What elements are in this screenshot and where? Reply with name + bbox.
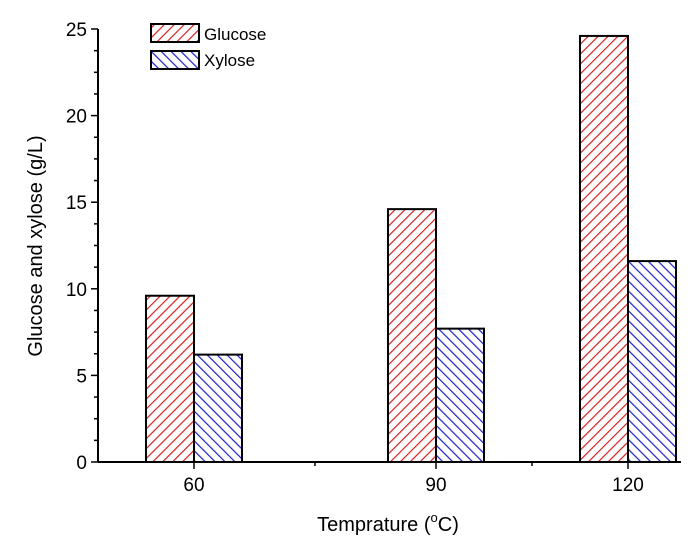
bar-glucose-90	[387, 208, 437, 463]
bar-xylose-90	[435, 327, 485, 463]
legend-label-xylose: Xylose	[204, 51, 255, 70]
x-axis-title-main: Temprature (	[317, 514, 431, 536]
y-tick-label: 5	[76, 366, 87, 387]
legend-label-glucose: Glucose	[204, 25, 266, 44]
x-tick-label: 60	[183, 475, 204, 496]
bar-glucose-60	[145, 294, 195, 463]
legend-swatch-xylose	[150, 50, 200, 70]
y-axis-title: Glucose and xylose (g/L)	[25, 135, 47, 356]
legend-swatch-glucose	[150, 23, 200, 43]
y-ticks: 0 5 10 15 20 25	[66, 20, 98, 474]
y-tick-label: 15	[66, 193, 87, 214]
bars-group	[145, 34, 677, 464]
bar-xylose-120	[627, 260, 677, 464]
bar-glucose-120	[579, 34, 629, 463]
y-tick-label: 20	[66, 107, 87, 128]
x-axis-title-end: C)	[438, 514, 459, 536]
legend: Glucose Xylose	[150, 23, 266, 70]
bar-xylose-60	[193, 353, 243, 463]
x-ticks: 60 90 120	[183, 462, 644, 496]
x-axis-title: Temprature (oC)	[317, 510, 459, 536]
y-tick-label: 0	[76, 453, 87, 474]
x-tick-label: 90	[425, 475, 446, 496]
y-tick-label: 25	[66, 20, 87, 41]
x-tick-label: 120	[612, 475, 644, 496]
y-tick-label: 10	[66, 280, 87, 301]
x-axis-title-sup: o	[431, 510, 438, 525]
